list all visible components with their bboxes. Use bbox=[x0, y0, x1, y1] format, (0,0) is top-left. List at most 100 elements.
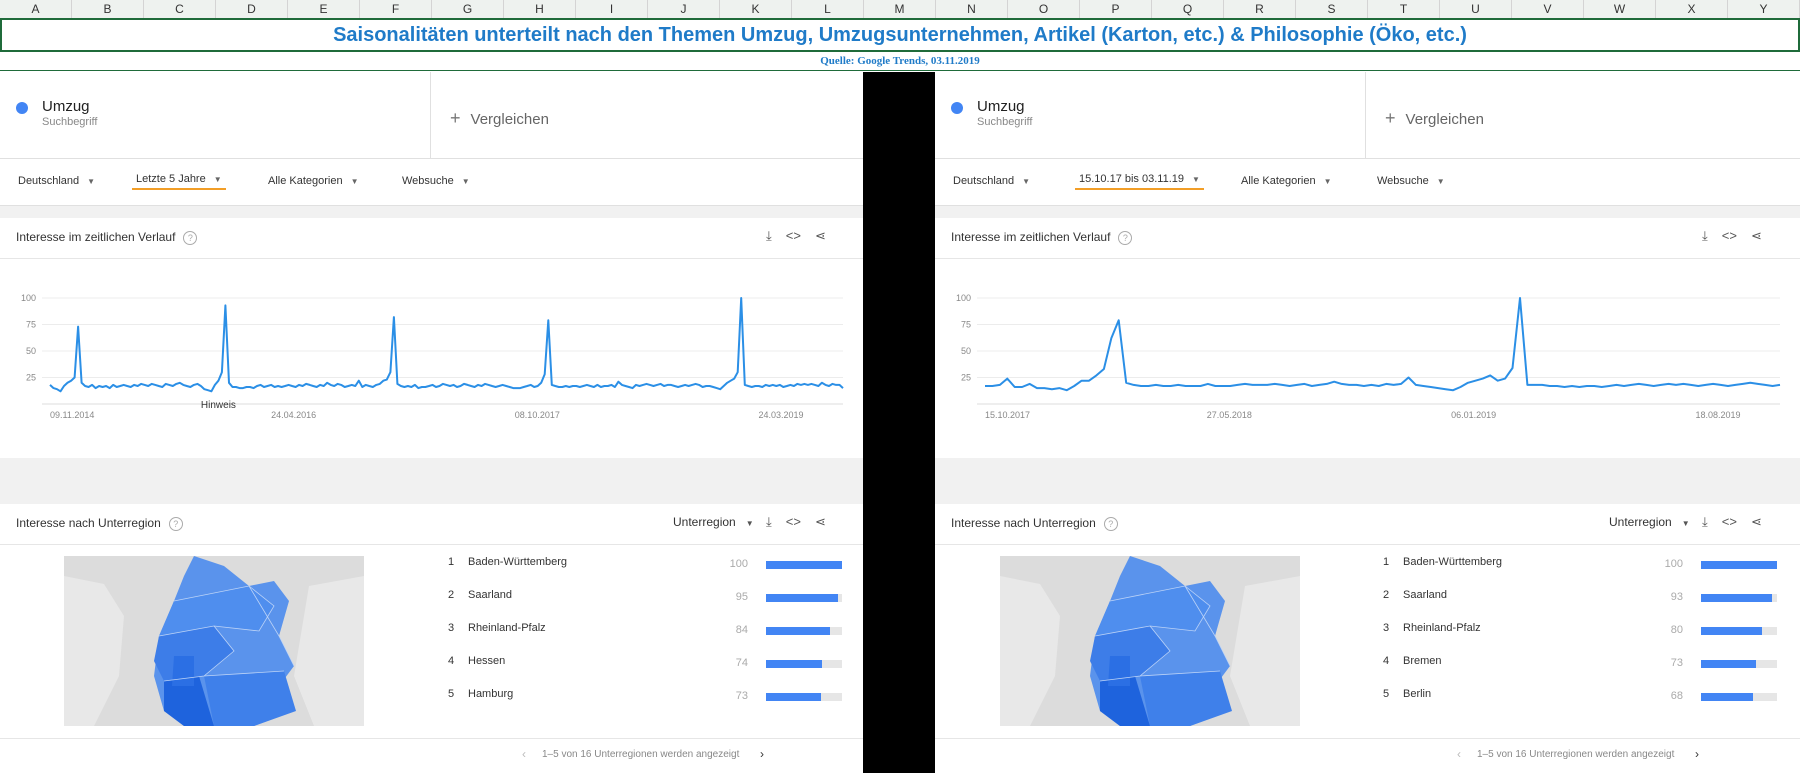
column-header-cell[interactable]: O bbox=[1008, 0, 1080, 18]
column-header-cell[interactable]: E bbox=[288, 0, 360, 18]
column-header-cell[interactable]: V bbox=[1512, 0, 1584, 18]
region-row[interactable]: 5 Berlin 68 bbox=[1379, 688, 1799, 708]
compare-button[interactable]: + Vergleichen bbox=[1385, 108, 1484, 129]
share-icon[interactable]: ⋖ bbox=[814, 228, 826, 243]
column-header-cell[interactable]: L bbox=[792, 0, 864, 18]
column-header-cell[interactable]: J bbox=[648, 0, 720, 18]
region-rank: 2 bbox=[1383, 589, 1390, 601]
column-header-cell[interactable]: F bbox=[360, 0, 432, 18]
help-icon[interactable]: ? bbox=[183, 230, 198, 245]
column-header-cell[interactable]: R bbox=[1224, 0, 1296, 18]
help-icon[interactable]: ? bbox=[1103, 516, 1118, 531]
column-header-cell[interactable]: N bbox=[936, 0, 1008, 18]
filter-label: Deutschland bbox=[953, 175, 1015, 187]
region-level-select[interactable]: Unterregion ▼ bbox=[673, 515, 754, 529]
column-header-cell[interactable]: A bbox=[0, 0, 72, 18]
caret-down-icon: ▼ bbox=[1022, 177, 1031, 186]
column-header-cell[interactable]: Y bbox=[1728, 0, 1800, 18]
region-row[interactable]: 2 Saarland 93 bbox=[1379, 589, 1799, 609]
filter-timerange[interactable]: Letzte 5 Jahre ▼ bbox=[132, 173, 226, 190]
column-header-cell[interactable]: C bbox=[144, 0, 216, 18]
region-row[interactable]: 4 Hessen 74 bbox=[444, 655, 863, 675]
region-rank: 4 bbox=[448, 655, 455, 667]
share-icon[interactable]: ⋖ bbox=[1750, 228, 1762, 243]
column-header-cell[interactable]: K bbox=[720, 0, 792, 18]
download-icon[interactable]: ⤓ bbox=[766, 228, 772, 243]
help-icon[interactable]: ? bbox=[168, 516, 183, 531]
compare-button[interactable]: + Vergleichen bbox=[450, 108, 549, 129]
column-header-cell[interactable]: M bbox=[864, 0, 936, 18]
chevron-right-icon[interactable]: › bbox=[760, 747, 764, 761]
y-tick-label: 50 bbox=[26, 346, 36, 356]
region-row[interactable]: 1 Baden-Württemberg 100 bbox=[444, 556, 863, 576]
download-icon[interactable]: ⤓ bbox=[1702, 514, 1708, 529]
region-bar bbox=[1701, 627, 1777, 635]
column-header-cell[interactable]: H bbox=[504, 0, 576, 18]
filter-region[interactable]: Deutschland ▼ bbox=[18, 175, 95, 187]
share-icon[interactable]: ⋖ bbox=[1750, 514, 1762, 529]
column-header-cell[interactable]: W bbox=[1584, 0, 1656, 18]
search-term-card[interactable]: Umzug Suchbegriff bbox=[935, 72, 1366, 158]
y-tick-label: 25 bbox=[26, 373, 36, 383]
share-icon[interactable]: ⋖ bbox=[814, 514, 826, 529]
chevron-left-icon[interactable]: ‹ bbox=[522, 747, 526, 761]
region-value: 100 bbox=[1664, 558, 1683, 570]
pagination-text: 1–5 von 16 Unterregionen werden angezeig… bbox=[1477, 749, 1675, 760]
region-row[interactable]: 1 Baden-Württemberg 100 bbox=[1379, 556, 1799, 576]
series-line bbox=[49, 297, 844, 393]
column-header-cell[interactable]: X bbox=[1656, 0, 1728, 18]
region-value: 73 bbox=[1670, 657, 1683, 669]
filter-search-type[interactable]: Websuche ▼ bbox=[402, 175, 470, 187]
region-value: 93 bbox=[1670, 591, 1683, 603]
caret-down-icon: ▼ bbox=[1323, 177, 1332, 186]
filter-label: Letzte 5 Jahre bbox=[136, 173, 206, 185]
card-separator bbox=[0, 258, 863, 259]
trends-panel-left: Umzug Suchbegriff + Vergleichen Deutschla… bbox=[0, 72, 863, 773]
chevron-left-icon[interactable]: ‹ bbox=[1457, 747, 1461, 761]
column-header-cell[interactable]: Q bbox=[1152, 0, 1224, 18]
filter-region[interactable]: Deutschland ▼ bbox=[953, 175, 1030, 187]
filter-category[interactable]: Alle Kategorien ▼ bbox=[268, 175, 359, 187]
region-row[interactable]: 3 Rheinland-Pfalz 84 bbox=[444, 622, 863, 642]
region-row[interactable]: 2 Saarland 95 bbox=[444, 589, 863, 609]
region-bar bbox=[1701, 594, 1777, 602]
column-header-cell[interactable]: D bbox=[216, 0, 288, 18]
y-tick-label: 100 bbox=[21, 293, 36, 303]
embed-icon[interactable]: <> bbox=[1721, 514, 1737, 529]
card-tools: ⤓ <> ⋖ bbox=[752, 228, 826, 244]
embed-icon[interactable]: <> bbox=[1721, 228, 1737, 243]
search-term-card[interactable]: Umzug Suchbegriff bbox=[0, 72, 431, 158]
filter-category[interactable]: Alle Kategorien ▼ bbox=[1241, 175, 1332, 187]
download-icon[interactable]: ⤓ bbox=[766, 514, 772, 529]
chevron-right-icon[interactable]: › bbox=[1695, 747, 1699, 761]
embed-icon[interactable]: <> bbox=[785, 228, 801, 243]
region-level-select[interactable]: Unterregion ▼ bbox=[1609, 515, 1690, 529]
filter-search-type[interactable]: Websuche ▼ bbox=[1377, 175, 1445, 187]
column-header-cell[interactable]: P bbox=[1080, 0, 1152, 18]
region-row[interactable]: 5 Hamburg 73 bbox=[444, 688, 863, 708]
card-title-text: Interesse nach Unterregion bbox=[951, 516, 1096, 530]
column-header-cell[interactable]: U bbox=[1440, 0, 1512, 18]
germany-map bbox=[64, 556, 364, 726]
y-tick-label: 25 bbox=[961, 373, 971, 383]
region-bar-fill bbox=[1701, 693, 1753, 701]
region-row[interactable]: 3 Rheinland-Pfalz 80 bbox=[1379, 622, 1799, 642]
embed-icon[interactable]: <> bbox=[785, 514, 801, 529]
column-header-cell[interactable]: I bbox=[576, 0, 648, 18]
download-icon[interactable]: ⤓ bbox=[1702, 228, 1708, 243]
column-header-cell[interactable]: G bbox=[432, 0, 504, 18]
card-title: Interesse im zeitlichen Verlauf? bbox=[16, 230, 198, 245]
region-row[interactable]: 4 Bremen 73 bbox=[1379, 655, 1799, 675]
column-header-cell[interactable]: B bbox=[72, 0, 144, 18]
column-header-cell[interactable]: T bbox=[1368, 0, 1440, 18]
region-bar-fill bbox=[766, 693, 822, 701]
filter-timerange[interactable]: 15.10.17 bis 03.11.19 ▼ bbox=[1075, 173, 1204, 190]
x-tick-label: 06.01.2019 bbox=[1451, 410, 1496, 420]
x-tick-label: 15.10.2017 bbox=[985, 410, 1030, 420]
divider-block bbox=[863, 72, 935, 773]
column-header-cell[interactable]: S bbox=[1296, 0, 1368, 18]
help-icon[interactable]: ? bbox=[1118, 230, 1133, 245]
term-type: Suchbegriff bbox=[977, 116, 1033, 128]
card-title: Interesse nach Unterregion? bbox=[16, 516, 183, 531]
region-name: Saarland bbox=[1403, 589, 1448, 601]
